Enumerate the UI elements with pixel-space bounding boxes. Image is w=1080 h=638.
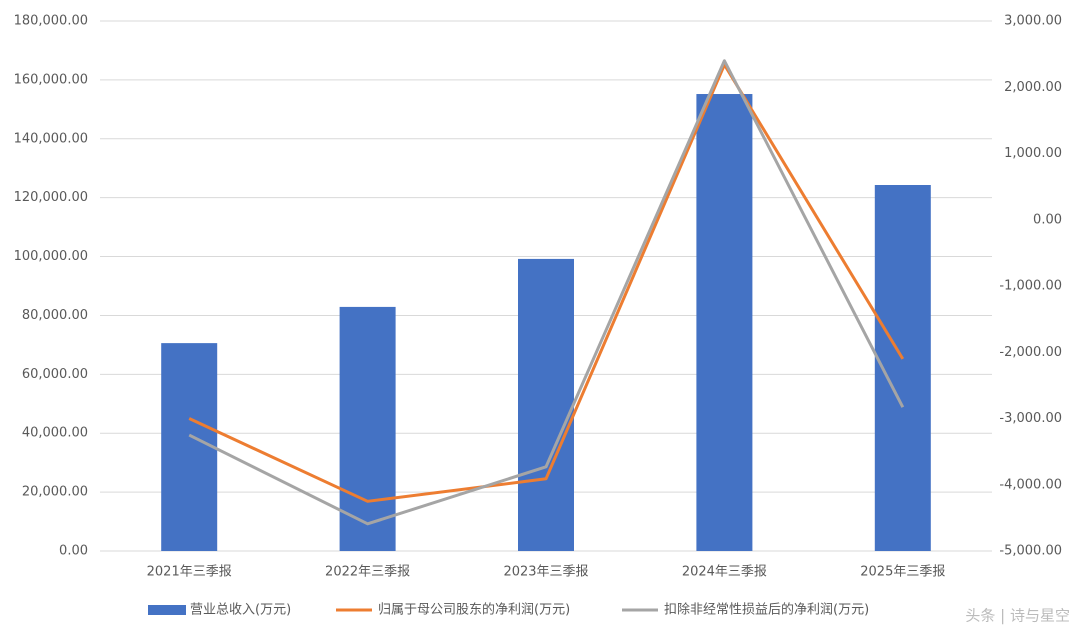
y-tick-label: 180,000.00 [14,14,88,29]
y-tick-label: 0.00 [59,544,88,559]
y-tick-label: 120,000.00 [14,190,88,205]
line [188,59,905,526]
y-tick-label: 40,000.00 [22,426,88,441]
legend-label: 归属于母公司股东的净利润(万元) [378,602,570,618]
y2-tick-label: -1,000.00 [999,279,1062,294]
y-tick-label: 60,000.00 [22,367,88,382]
x-tick-label: 2021年三季报 [147,565,232,580]
y2-tick-label: -2,000.00 [999,345,1062,360]
bar [339,306,396,551]
y2-tick-label: 0.00 [1033,212,1062,227]
y-tick-label: 140,000.00 [14,131,88,146]
y2-tick-label: -5,000.00 [999,544,1062,559]
y-tick-label: 20,000.00 [22,485,88,500]
legend-label: 扣除非经常性损益后的净利润(万元) [664,602,869,618]
x-tick-label: 2022年三季报 [325,565,410,580]
x-tick-label: 2023年三季报 [503,565,588,580]
bar [161,343,218,551]
y2-tick-label: -4,000.00 [999,477,1062,492]
bar [696,94,753,552]
x-tick-label: 2025年三季报 [860,565,945,580]
y2-tick-label: -3,000.00 [999,411,1062,426]
y-tick-label: 80,000.00 [22,308,88,323]
x-tick-label: 2024年三季报 [682,565,767,580]
y2-tick-label: 3,000.00 [1004,14,1062,29]
watermark: 头条 | 诗与星空 [965,607,1070,625]
legend-label: 营业总收入(万元) [190,603,291,618]
bar [518,258,574,551]
y-tick-label: 100,000.00 [14,249,88,264]
legend-swatch [148,605,186,615]
line [188,63,905,503]
y2-tick-label: 2,000.00 [1004,80,1062,95]
y-tick-label: 160,000.00 [14,72,88,87]
y2-tick-label: 1,000.00 [1004,146,1062,161]
